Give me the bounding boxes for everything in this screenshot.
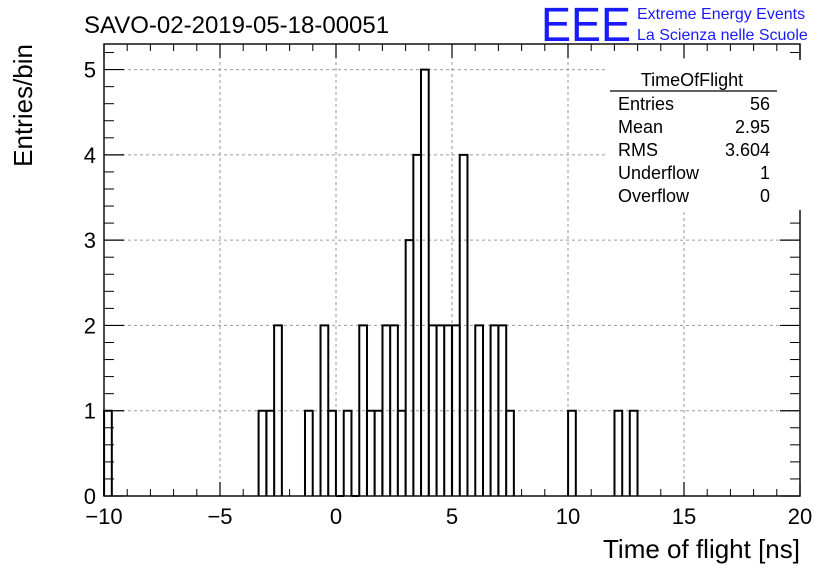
y-tick-label: 3	[84, 228, 96, 253]
x-tick-label: −5	[207, 504, 232, 529]
x-tick-label: 5	[446, 504, 458, 529]
histogram-bin	[104, 411, 112, 496]
y-tick-label: 1	[84, 399, 96, 424]
histogram-bin	[344, 411, 352, 496]
histogram-bin	[367, 411, 375, 496]
stats-box: TimeOfFlight Entries 56 Mean 2.95 RMS 3.604 Un…	[607, 60, 803, 210]
histogram-bin	[498, 325, 506, 496]
x-tick-label: 15	[672, 504, 696, 529]
histogram-bin	[421, 70, 429, 496]
histogram-bin	[630, 411, 638, 496]
stats-row-value: 0	[760, 186, 770, 206]
histogram-bin	[491, 325, 499, 496]
x-tick-labels: −10 −5 0 5 10 15 20	[85, 504, 812, 529]
logo-mark: EEE	[541, 0, 631, 52]
histogram-bin	[375, 411, 383, 496]
y-tick-labels: 0 1 2 3 4 5	[84, 58, 96, 509]
histogram-bin	[614, 411, 622, 496]
histogram-bin	[444, 325, 452, 496]
histogram-bin	[321, 325, 329, 496]
x-tick-label: −10	[85, 504, 122, 529]
histogram-bin	[305, 411, 313, 496]
histogram-bin	[437, 325, 445, 496]
y-tick-label: 2	[84, 313, 96, 338]
stats-row-label: Overflow	[618, 186, 690, 206]
eee-logo: EEE Extreme Energy Events La Scienza nel…	[541, 0, 808, 52]
stats-title: TimeOfFlight	[641, 70, 743, 90]
stats-rows: Entries 56 Mean 2.95 RMS 3.604 Underflow 1 Overf…	[618, 94, 770, 206]
y-axis-label: Entries/bin	[8, 44, 38, 167]
logo-line-1: Extreme Energy Events	[637, 6, 805, 23]
stats-row-value: 1	[760, 163, 770, 183]
histogram-bin	[390, 325, 398, 496]
stats-row-label: Underflow	[618, 163, 700, 183]
histogram-bin	[568, 411, 576, 496]
histogram-bin	[475, 325, 483, 496]
histogram-bin	[266, 411, 274, 496]
x-axis-label: Time of flight [ns]	[603, 534, 800, 564]
chart-title: SAVO-02-2019-05-18-00051	[84, 12, 389, 39]
stats-row-value: 3.604	[725, 140, 770, 160]
histogram-bin	[382, 325, 390, 496]
histogram-bin	[452, 325, 460, 496]
y-tick-label: 5	[84, 58, 96, 83]
histogram-bin	[398, 411, 406, 496]
stats-row-value: 56	[750, 94, 770, 114]
y-tick-label: 4	[84, 143, 96, 168]
histogram-bin	[274, 325, 282, 496]
x-tick-label: 0	[330, 504, 342, 529]
x-tick-label: 10	[556, 504, 580, 529]
histogram-bin	[359, 325, 367, 496]
histogram-bins	[104, 70, 637, 496]
y-tick-label: 0	[84, 484, 96, 509]
logo-line-2: La Scienza nelle Scuole	[637, 27, 808, 44]
histogram-bin	[429, 325, 437, 496]
x-tick-label: 20	[788, 504, 812, 529]
histogram-bin	[413, 155, 421, 496]
stats-row-label: Entries	[618, 94, 674, 114]
stats-row-label: Mean	[618, 117, 663, 137]
stats-row-value: 2.95	[735, 117, 770, 137]
histogram-bin	[328, 411, 336, 496]
stats-row-label: RMS	[618, 140, 658, 160]
histogram-bin	[406, 240, 414, 496]
histogram-bin	[460, 155, 468, 496]
histogram-bin	[259, 411, 267, 496]
histogram-bin	[506, 411, 514, 496]
